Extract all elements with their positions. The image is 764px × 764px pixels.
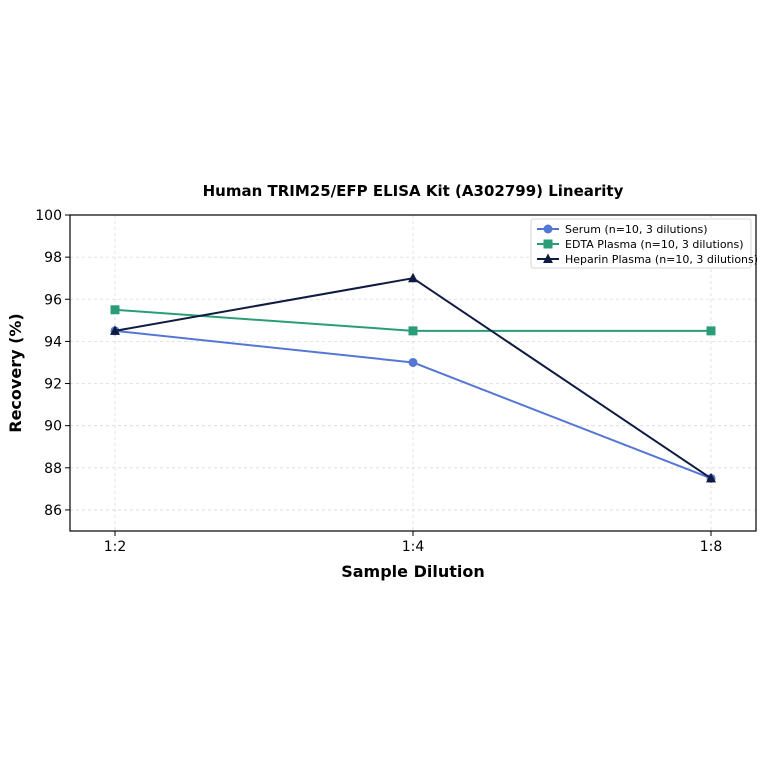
y-tick-label: 90 xyxy=(44,419,62,435)
legend-label: Serum (n=10, 3 dilutions) xyxy=(565,223,708,236)
chart-title: Human TRIM25/EFP ELISA Kit (A302799) Lin… xyxy=(203,182,624,200)
legend-item: Heparin Plasma (n=10, 3 dilutions) xyxy=(537,253,758,266)
series-point xyxy=(110,325,120,335)
series-point xyxy=(110,305,120,315)
y-tick-label: 88 xyxy=(44,461,62,477)
legend-label: Heparin Plasma (n=10, 3 dilutions) xyxy=(565,253,758,266)
legend: Serum (n=10, 3 dilutions) EDTA Plasma (n=… xyxy=(530,218,758,269)
y-axis-label: Recovery (%) xyxy=(6,313,25,432)
series-point xyxy=(408,272,418,283)
y-tick-label: 86 xyxy=(44,503,62,519)
series-point xyxy=(408,357,418,367)
series-point xyxy=(408,326,418,336)
legend-marker xyxy=(543,239,553,249)
series-3 xyxy=(110,272,716,483)
series-2 xyxy=(110,305,716,336)
series-point xyxy=(706,326,716,336)
x-tick-label: 1:2 xyxy=(104,539,127,555)
legend-item: EDTA Plasma (n=10, 3 dilutions) xyxy=(537,238,744,251)
legend-box xyxy=(530,218,752,269)
y-tick-label: 96 xyxy=(44,292,62,308)
legend-label: EDTA Plasma (n=10, 3 dilutions) xyxy=(565,238,744,251)
grid xyxy=(70,214,756,531)
x-tick-label: 1:4 xyxy=(402,539,425,555)
axis-ticks: 86 88 90 92 94 96 98 100 1:2 1:4 1:8 xyxy=(35,208,722,555)
y-tick-label: 100 xyxy=(35,208,62,224)
x-axis-label: Sample Dilution xyxy=(341,562,485,581)
legend-item: Serum (n=10, 3 dilutions) xyxy=(537,223,708,236)
series-layer xyxy=(110,272,716,483)
legend-marker xyxy=(543,253,553,263)
y-tick-label: 92 xyxy=(44,377,62,393)
legend-marker xyxy=(543,224,553,234)
series-point xyxy=(706,472,716,483)
x-tick-label: 1:8 xyxy=(700,539,723,555)
y-tick-label: 94 xyxy=(44,334,62,350)
y-tick-label: 98 xyxy=(44,250,62,266)
